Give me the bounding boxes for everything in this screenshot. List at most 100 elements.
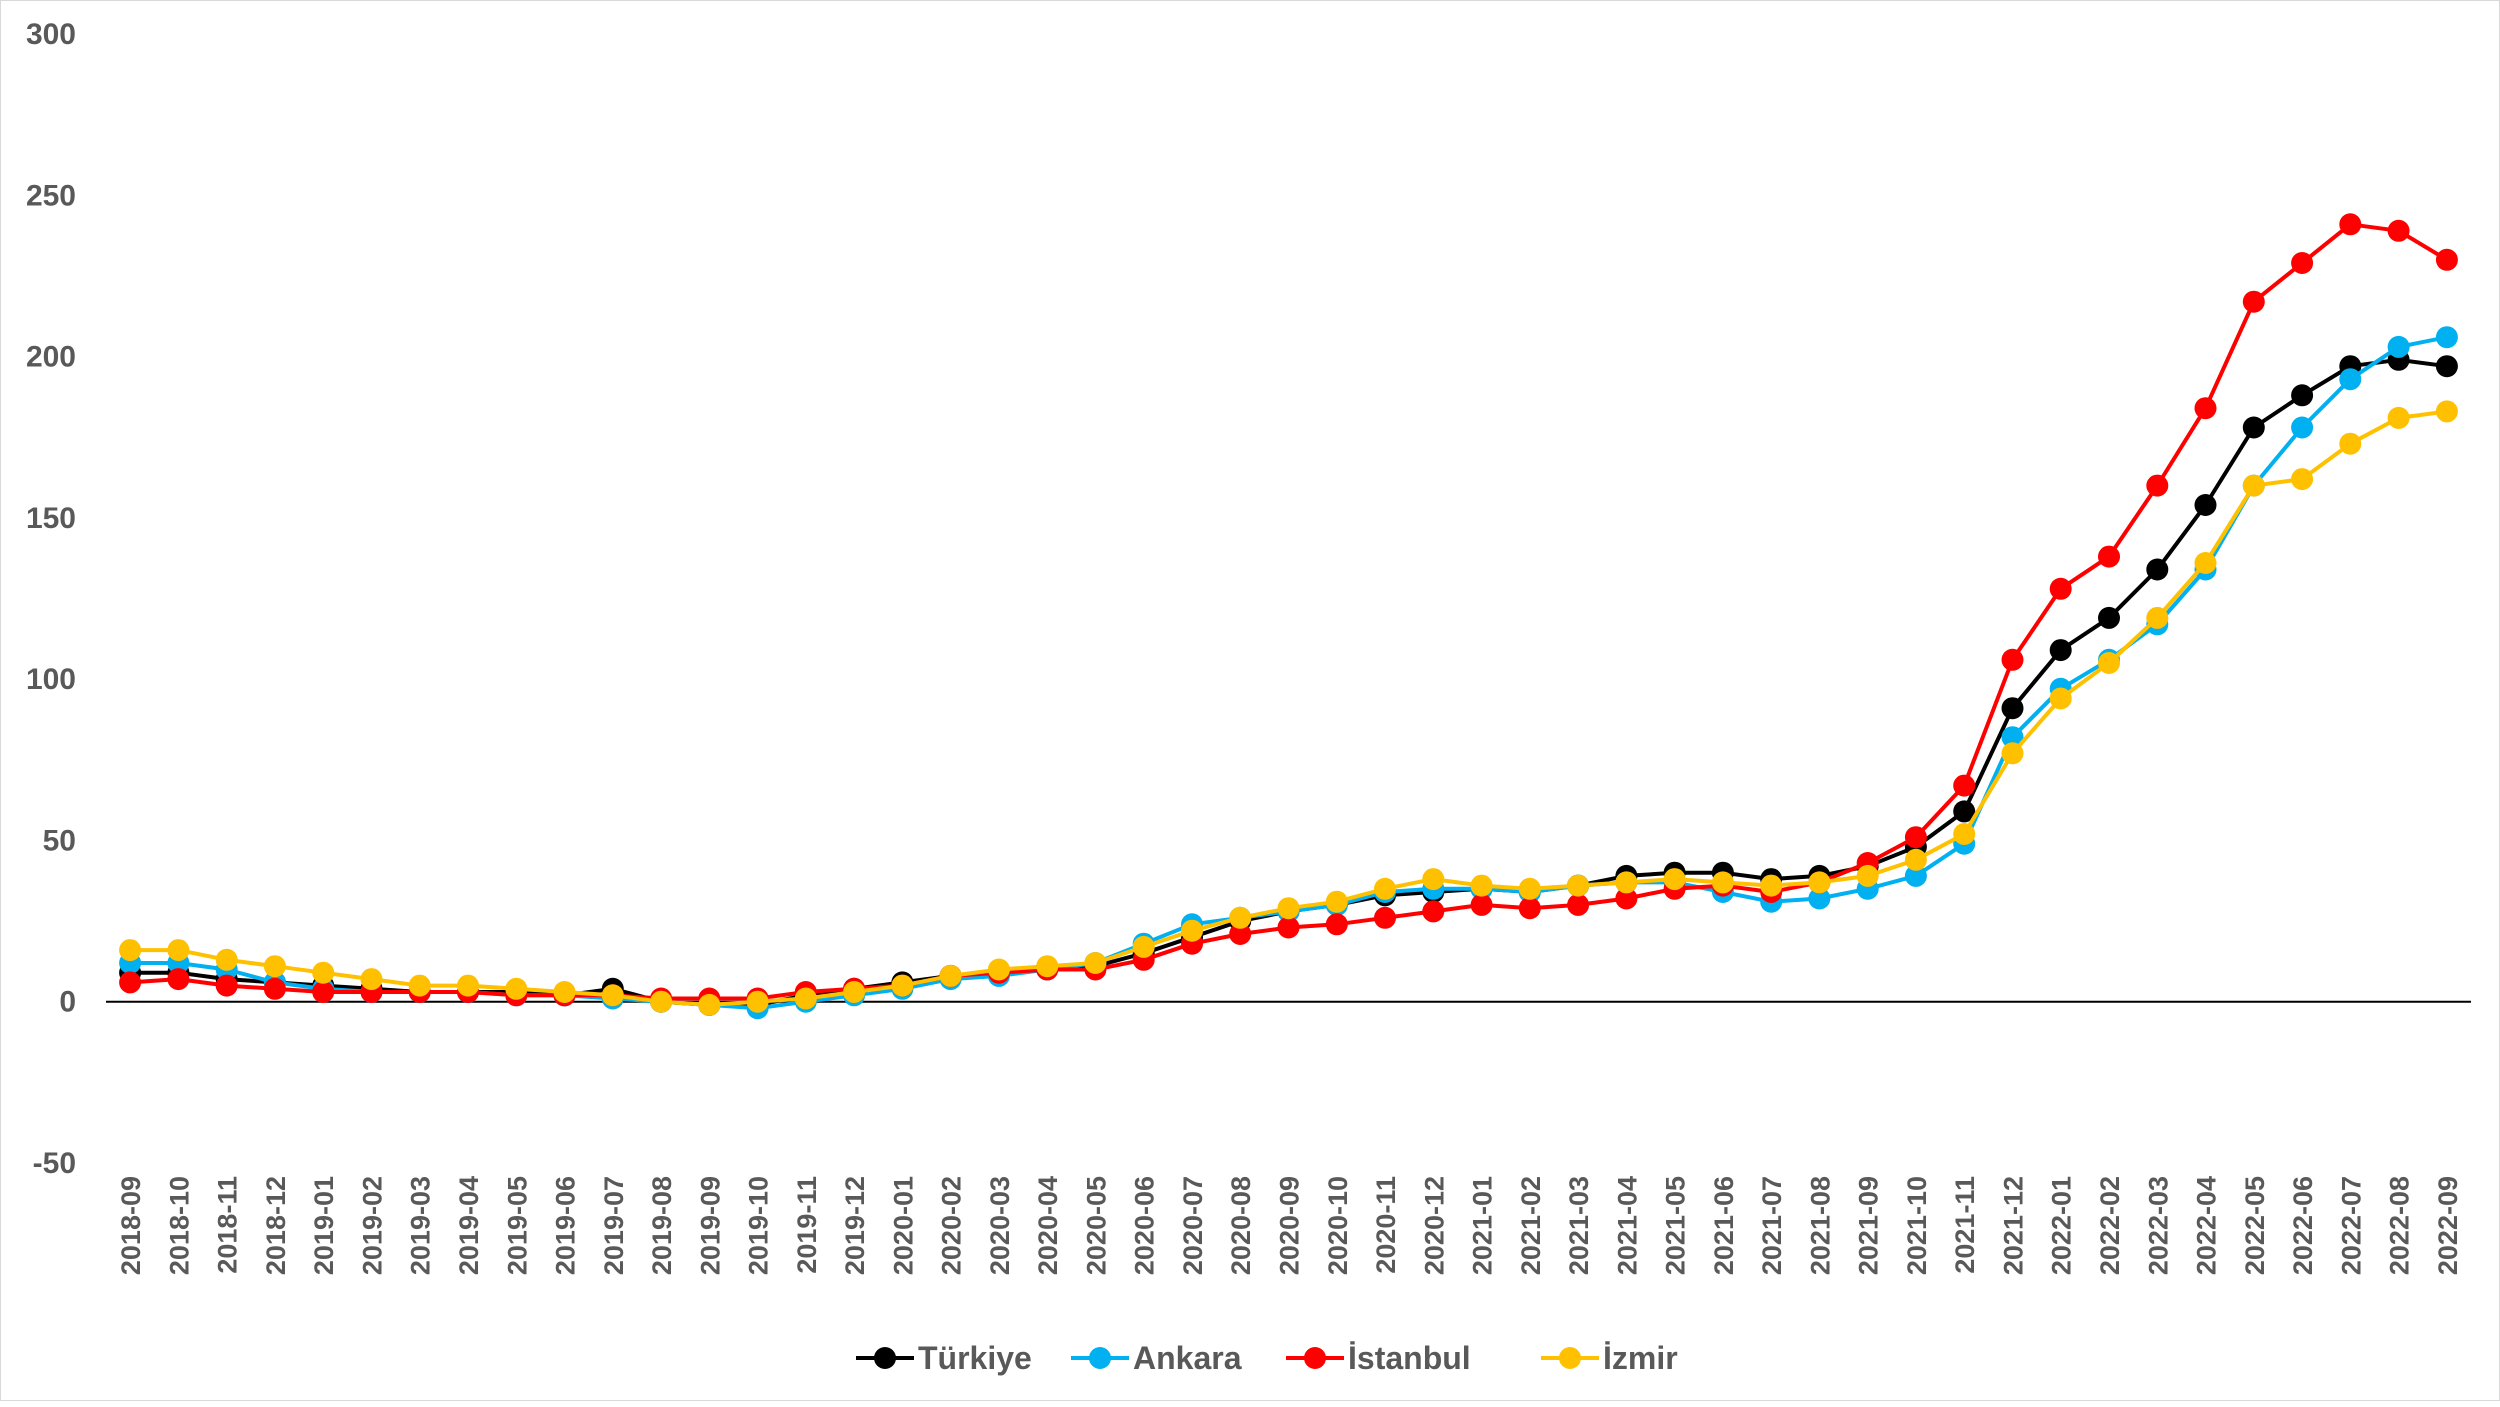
legend-marker	[1304, 1347, 1326, 1369]
x-axis: 2018-09 2018-10 2018-11 2018-12 2019-01 2019-…	[116, 1176, 2463, 1275]
series-line	[129, 222, 2448, 1001]
data-point	[2098, 652, 2120, 674]
data-point	[2291, 468, 2314, 491]
data-point	[2242, 290, 2265, 313]
data-point	[2387, 219, 2410, 242]
data-point	[215, 974, 238, 997]
x-tick-label: 2021-05	[1661, 1176, 1691, 1275]
data-point	[167, 968, 190, 991]
data-point	[2339, 432, 2362, 455]
y-tick-label: 150	[26, 502, 76, 535]
x-tick-label: 2020-10	[1323, 1176, 1353, 1275]
data-point	[891, 974, 914, 997]
x-tick-label: 2020-09	[1275, 1176, 1305, 1275]
legend-item: İstanbul	[1286, 1340, 1471, 1376]
x-tick-label: 2021-06	[1709, 1176, 1739, 1275]
x-tick-label: 2020-08	[1226, 1176, 1256, 1275]
data-point	[601, 984, 624, 1007]
data-point	[1518, 897, 1541, 920]
data-point	[2435, 400, 2458, 423]
data-point	[1953, 800, 1976, 823]
data-point	[1374, 906, 1396, 929]
x-tick-label: 2019-08	[647, 1176, 677, 1275]
data-point	[457, 974, 479, 997]
data-point	[2049, 639, 2072, 662]
data-point	[1567, 893, 1590, 916]
x-tick-label: 2021-12	[1998, 1176, 2028, 1275]
x-tick-label: 2021-03	[1564, 1176, 1594, 1275]
data-point	[2387, 406, 2410, 429]
data-point	[312, 981, 335, 1003]
x-tick-label: 2019-04	[454, 1176, 484, 1275]
x-tick-label: 2019-02	[357, 1176, 387, 1275]
data-point	[2339, 368, 2362, 391]
legend-label: İstanbul	[1348, 1340, 1471, 1376]
x-tick-label: 2021-08	[1805, 1176, 1835, 1275]
data-point	[1132, 935, 1155, 958]
data-point	[1615, 887, 1638, 910]
x-tick-label: 2020-07	[1178, 1176, 1208, 1275]
y-tick-label: 50	[43, 824, 76, 857]
x-tick-label: 2019-11	[792, 1176, 822, 1274]
data-point	[794, 987, 817, 1010]
x-tick-label: 2022-07	[2336, 1176, 2366, 1275]
data-point	[1470, 893, 1493, 916]
x-tick-label: 2019-10	[744, 1176, 774, 1275]
legend-label: Ankara	[1133, 1340, 1242, 1376]
data-point	[1711, 871, 1734, 894]
data-point	[553, 981, 576, 1003]
data-point	[1904, 826, 1927, 849]
data-point	[215, 948, 238, 971]
data-point	[2291, 416, 2314, 439]
data-point	[1615, 871, 1638, 894]
x-tick-label: 2018-10	[164, 1176, 194, 1275]
x-tick-label: 2022-01	[2047, 1176, 2077, 1275]
data-point	[1181, 919, 1203, 942]
x-tick-label: 2022-02	[2095, 1176, 2125, 1275]
data-point	[1325, 890, 1348, 913]
x-tick-label: 2022-05	[2240, 1176, 2270, 1275]
data-point	[2194, 552, 2217, 574]
x-tick-label: 2018-11	[213, 1176, 243, 1274]
x-tick-label: 2021-09	[1854, 1176, 1884, 1275]
y-axis: -50 0 50 100 150 200 250 300	[26, 18, 76, 1180]
x-tick-label: 2020-06	[1130, 1176, 1160, 1275]
y-tick-label: 250	[26, 179, 76, 212]
data-point	[1567, 874, 1590, 897]
x-tick-label: 2019-05	[502, 1176, 532, 1275]
series-i-zmir	[119, 400, 2458, 1016]
data-point	[2291, 384, 2314, 407]
data-point	[2194, 494, 2217, 516]
x-tick-label: 2021-11	[1950, 1176, 1980, 1274]
data-point	[746, 990, 769, 1013]
data-point	[408, 974, 431, 997]
x-tick-label: 2019-01	[309, 1176, 339, 1275]
data-point	[2049, 687, 2072, 710]
data-point	[1422, 900, 1445, 923]
data-point	[1277, 897, 1300, 920]
data-point	[987, 958, 1010, 981]
data-point	[2242, 474, 2265, 497]
data-point	[2435, 355, 2458, 378]
data-point	[1422, 868, 1445, 891]
data-point	[2387, 335, 2410, 358]
data-point	[2098, 545, 2120, 568]
data-point	[939, 964, 962, 987]
legend-item: Ankara	[1071, 1340, 1242, 1376]
y-tick-label: 200	[26, 341, 76, 374]
data-point	[2146, 606, 2169, 629]
x-tick-label: 2020-03	[985, 1176, 1015, 1275]
data-point	[1518, 877, 1541, 900]
legend-item: İzmir	[1541, 1340, 1678, 1376]
data-point	[2001, 697, 2024, 720]
legend-item: Türkiye	[856, 1340, 1032, 1376]
legend-marker	[1559, 1347, 1581, 1369]
series-layer	[119, 213, 2458, 1020]
y-tick-label: -50	[33, 1147, 76, 1180]
x-tick-label: 2021-10	[1902, 1176, 1932, 1275]
y-tick-label: 0	[59, 986, 76, 1019]
x-tick-label: 2020-04	[1033, 1176, 1063, 1275]
data-point	[360, 968, 383, 991]
